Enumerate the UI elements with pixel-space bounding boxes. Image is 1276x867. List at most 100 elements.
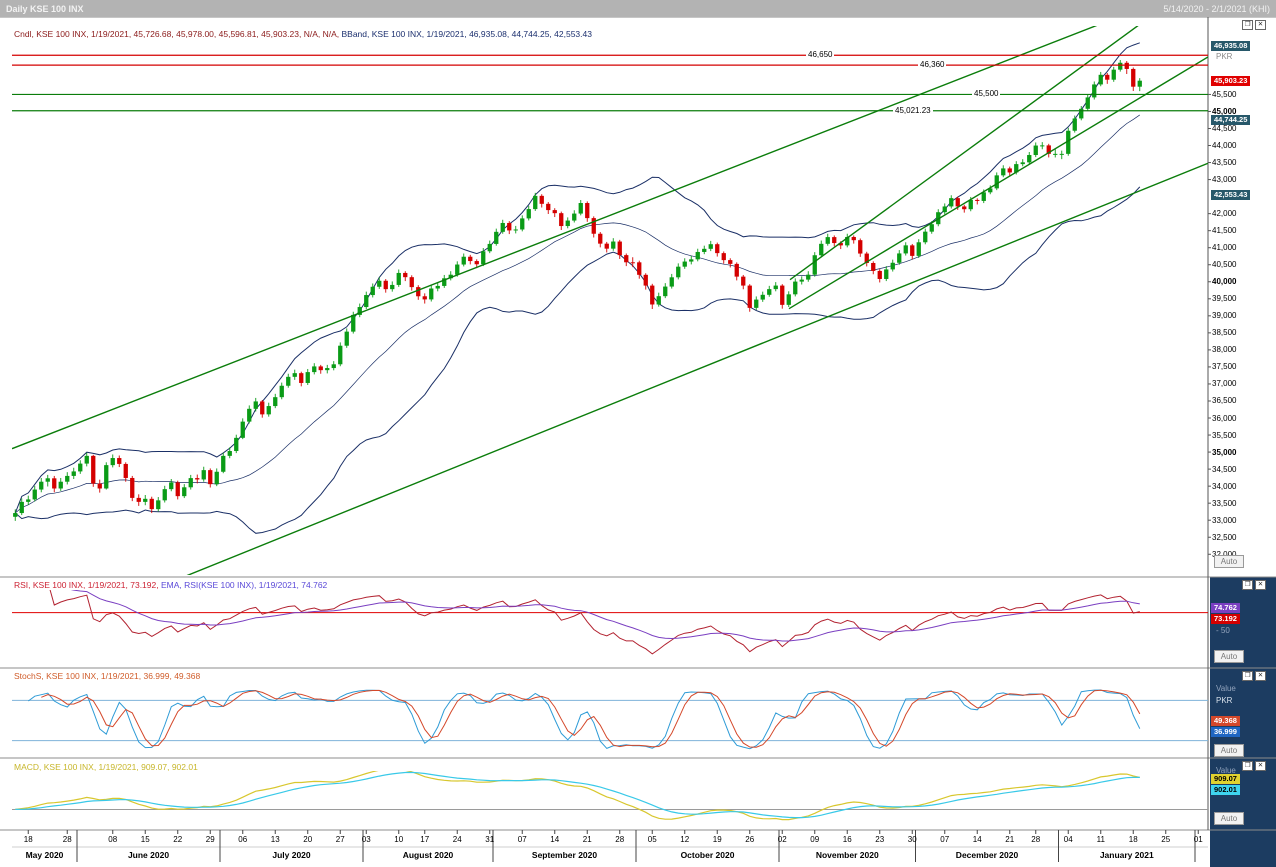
close-icon[interactable]: ✕: [1255, 671, 1266, 681]
level-line-label: 46,360: [918, 60, 947, 71]
auto-scale-button[interactable]: Auto: [1214, 812, 1244, 825]
stoch-legend-text: StochS, KSE 100 INX, 1/19/2021, 36.999, …: [14, 671, 201, 681]
candle-body: [559, 213, 564, 227]
candle-body: [338, 345, 343, 365]
x-axis-label: 14: [972, 835, 982, 844]
x-axis-label: 22: [173, 835, 183, 844]
candle-body: [676, 266, 681, 278]
candle-body: [182, 487, 187, 497]
x-axis-label: 18: [23, 835, 33, 844]
candle-body: [1131, 68, 1136, 87]
restore-icon[interactable]: ❐: [1242, 20, 1253, 30]
y-axis-label: 39,500: [1212, 294, 1237, 304]
auto-scale-button[interactable]: Auto: [1214, 555, 1244, 568]
candle-body: [1072, 118, 1077, 131]
candle-body: [344, 331, 349, 346]
macd-legend-text: MACD, KSE 100 INX, 1/19/2021, 909.07, 90…: [14, 762, 198, 772]
candle-body: [689, 259, 694, 262]
y-axis-label: 45,000: [1212, 106, 1237, 116]
candle-body: [78, 463, 83, 472]
value-badge: 909.07: [1211, 774, 1240, 785]
candle-body: [949, 198, 954, 207]
candle-body: [533, 195, 538, 210]
candle-body: [702, 248, 707, 252]
candle-body: [1046, 145, 1051, 154]
candle-body: [286, 376, 291, 386]
candle-body: [383, 280, 388, 290]
candle-body: [747, 285, 752, 308]
value-badge: 42,553.43: [1211, 189, 1251, 200]
x-axis-label: 06: [238, 835, 248, 844]
candle-body: [52, 478, 57, 489]
trend-line[interactable]: [788, 56, 1208, 310]
value-badge: 49.368: [1211, 715, 1240, 726]
candle-body: [741, 276, 746, 286]
x-axis-month-label: June 2020: [127, 850, 170, 860]
y-axis-label: 42,000: [1212, 209, 1237, 219]
level-line-label: 45,500: [972, 89, 1001, 100]
x-axis-label: 07: [940, 835, 950, 844]
candle-body: [812, 255, 817, 275]
candle-body: [422, 296, 427, 300]
candle-body: [279, 385, 284, 398]
trend-line[interactable]: [12, 162, 1208, 646]
auto-scale-button[interactable]: Auto: [1214, 744, 1244, 757]
value-badge: 73.192: [1211, 613, 1240, 624]
candle-body: [526, 209, 531, 219]
level-line-label: 45,021.23: [893, 105, 933, 116]
candle-body: [799, 279, 804, 282]
x-axis-month-label: September 2020: [531, 850, 598, 860]
auto-scale-button[interactable]: Auto: [1214, 650, 1244, 663]
candle-body: [442, 278, 447, 286]
macd-legend: MACD, KSE 100 INX, 1/19/2021, 909.07, 90…: [14, 762, 198, 772]
close-icon[interactable]: ✕: [1255, 580, 1266, 590]
candle-body: [656, 296, 661, 305]
x-axis-label: 21: [1005, 835, 1015, 844]
restore-icon[interactable]: ❐: [1242, 580, 1253, 590]
price-series-line: [14, 42, 1140, 514]
x-axis-label: 28: [615, 835, 625, 844]
window-titlebar[interactable]: Daily KSE 100 INX 5/14/2020 - 2/1/2021 (…: [0, 0, 1276, 17]
candle-body: [292, 373, 297, 377]
candle-body: [572, 213, 577, 221]
candle-body: [1053, 153, 1058, 155]
trend-line[interactable]: [789, 0, 1208, 281]
close-icon[interactable]: ✕: [1255, 761, 1266, 771]
candle-body: [1124, 62, 1129, 69]
macd-panel-window-buttons: ❐ ✕: [1242, 761, 1266, 771]
close-icon[interactable]: ✕: [1255, 20, 1266, 30]
candle-body: [266, 406, 271, 415]
candle-body: [604, 243, 609, 249]
x-axis-label: 20: [303, 835, 313, 844]
x-axis-label: 24: [452, 835, 462, 844]
restore-icon[interactable]: ❐: [1242, 761, 1253, 771]
candle-body: [273, 397, 278, 407]
rsi-panel-window-buttons: ❐ ✕: [1242, 580, 1266, 590]
axis-title-label: Value: [1216, 684, 1236, 693]
candle-body: [1007, 168, 1012, 173]
candle-body: [851, 236, 856, 241]
rsi-legend-text: RSI, KSE 100 INX, 1/19/2021, 73.192,: [14, 580, 161, 590]
candle-body: [1098, 74, 1103, 85]
y-axis-label: 36,500: [1212, 396, 1237, 406]
x-axis-label: 02: [777, 835, 787, 844]
candle-body: [994, 175, 999, 189]
candle-body: [253, 401, 258, 409]
y-axis-label: 44,500: [1212, 123, 1237, 133]
trend-line[interactable]: [12, 0, 1208, 450]
candle-body: [97, 483, 102, 489]
candle-body: [481, 251, 486, 265]
candle-body: [227, 451, 232, 456]
candle-body: [793, 281, 798, 295]
y-axis-label: 32,000: [1212, 550, 1236, 559]
candle-body: [1092, 84, 1097, 98]
x-axis-month-label: November 2020: [815, 850, 879, 860]
candle-body: [84, 455, 89, 464]
candle-body: [1085, 97, 1090, 109]
candle-body: [390, 284, 395, 290]
candle-body: [39, 481, 44, 490]
restore-icon[interactable]: ❐: [1242, 671, 1253, 681]
candle-body: [643, 274, 648, 286]
y-axis-label: 35,000: [1212, 447, 1237, 457]
y-axis-label: 40,000: [1212, 277, 1237, 287]
